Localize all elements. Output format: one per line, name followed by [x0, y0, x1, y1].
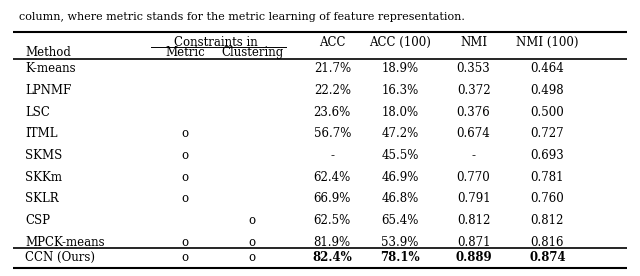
- Text: o: o: [181, 236, 188, 249]
- Text: 53.9%: 53.9%: [381, 236, 419, 249]
- Text: 0.727: 0.727: [531, 127, 564, 140]
- Text: 0.874: 0.874: [529, 251, 566, 264]
- Text: 22.2%: 22.2%: [314, 84, 351, 97]
- Text: o: o: [249, 214, 256, 227]
- Text: Metric: Metric: [165, 46, 205, 59]
- Text: Method: Method: [25, 46, 71, 59]
- Text: 0.760: 0.760: [531, 192, 564, 205]
- Text: CSP: CSP: [25, 214, 50, 227]
- Text: NMI: NMI: [460, 36, 487, 49]
- Text: 0.693: 0.693: [531, 149, 564, 162]
- Text: ACC (100): ACC (100): [369, 36, 431, 49]
- Text: -: -: [472, 149, 476, 162]
- Text: 0.674: 0.674: [457, 127, 490, 140]
- Text: NMI (100): NMI (100): [516, 36, 579, 49]
- Text: 47.2%: 47.2%: [381, 127, 419, 140]
- Text: 62.5%: 62.5%: [314, 214, 351, 227]
- Text: 0.372: 0.372: [457, 84, 490, 97]
- Text: o: o: [181, 171, 188, 184]
- Text: 16.3%: 16.3%: [381, 84, 419, 97]
- Text: 45.5%: 45.5%: [381, 149, 419, 162]
- Text: 0.376: 0.376: [457, 105, 490, 118]
- Text: 21.7%: 21.7%: [314, 62, 351, 75]
- Text: 65.4%: 65.4%: [381, 214, 419, 227]
- Text: o: o: [181, 251, 188, 264]
- Text: 0.889: 0.889: [455, 251, 492, 264]
- Text: 0.770: 0.770: [457, 171, 490, 184]
- Text: 82.4%: 82.4%: [312, 251, 352, 264]
- Text: 0.791: 0.791: [457, 192, 490, 205]
- Text: 66.9%: 66.9%: [314, 192, 351, 205]
- Text: o: o: [249, 236, 256, 249]
- Text: 0.498: 0.498: [531, 84, 564, 97]
- Text: 46.9%: 46.9%: [381, 171, 419, 184]
- Text: SKKm: SKKm: [25, 171, 62, 184]
- Text: 0.812: 0.812: [531, 214, 564, 227]
- Text: 81.9%: 81.9%: [314, 236, 351, 249]
- Text: ACC: ACC: [319, 36, 346, 49]
- Text: MPCK-means: MPCK-means: [25, 236, 105, 249]
- Text: 62.4%: 62.4%: [314, 171, 351, 184]
- Text: 78.1%: 78.1%: [380, 251, 420, 264]
- Text: 23.6%: 23.6%: [314, 105, 351, 118]
- Text: 0.464: 0.464: [531, 62, 564, 75]
- Text: LPNMF: LPNMF: [25, 84, 71, 97]
- Text: SKLR: SKLR: [25, 192, 59, 205]
- Text: o: o: [181, 149, 188, 162]
- Text: SKMS: SKMS: [25, 149, 62, 162]
- Text: LSC: LSC: [25, 105, 50, 118]
- Text: 0.812: 0.812: [457, 214, 490, 227]
- Text: 56.7%: 56.7%: [314, 127, 351, 140]
- Text: o: o: [181, 127, 188, 140]
- Text: o: o: [181, 192, 188, 205]
- Text: Clustering: Clustering: [221, 46, 284, 59]
- Text: 18.9%: 18.9%: [381, 62, 419, 75]
- Text: 0.871: 0.871: [457, 236, 490, 249]
- Text: -: -: [330, 149, 334, 162]
- Text: o: o: [249, 251, 256, 264]
- Text: 46.8%: 46.8%: [381, 192, 419, 205]
- Text: 0.353: 0.353: [457, 62, 490, 75]
- Text: CCN (Ours): CCN (Ours): [25, 251, 95, 264]
- Text: column, where metric stands for the metric learning of feature representation.: column, where metric stands for the metr…: [19, 12, 465, 22]
- Text: Constraints in: Constraints in: [173, 36, 257, 49]
- Text: K-means: K-means: [25, 62, 76, 75]
- Text: 18.0%: 18.0%: [381, 105, 419, 118]
- Text: 0.500: 0.500: [531, 105, 564, 118]
- Text: ITML: ITML: [25, 127, 58, 140]
- Text: 0.781: 0.781: [531, 171, 564, 184]
- Text: 0.816: 0.816: [531, 236, 564, 249]
